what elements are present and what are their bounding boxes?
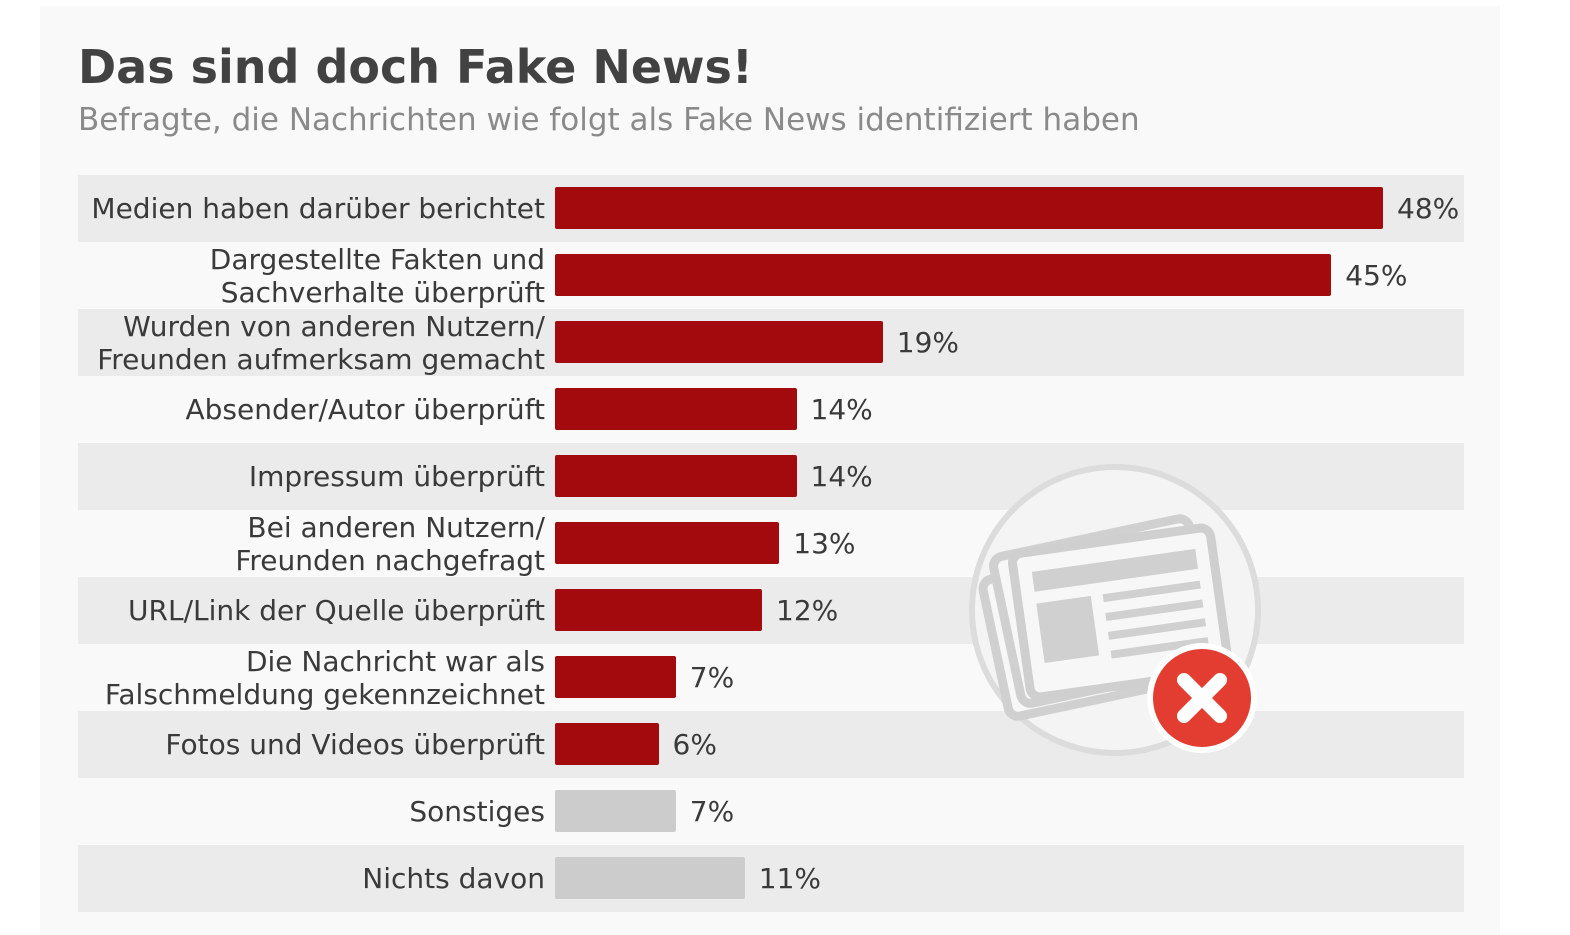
- value-label: 19%: [896, 326, 959, 359]
- bar: [555, 656, 676, 698]
- bar: [555, 589, 762, 631]
- category-label: Sonstiges: [409, 795, 545, 828]
- bar: [555, 455, 797, 497]
- bar: [555, 187, 1383, 229]
- category-label: Medien haben darüber berichtet: [91, 192, 545, 225]
- bar: [555, 790, 676, 832]
- chart-title: Das sind doch Fake News!: [78, 40, 753, 94]
- category-label: Die Nachricht war als Falschmeldung geke…: [104, 644, 545, 711]
- bar: [555, 254, 1332, 296]
- bar: [555, 388, 797, 430]
- value-label: 11%: [758, 862, 821, 895]
- category-label: Impressum überprüft: [248, 460, 545, 493]
- category-label: Fotos und Videos überprüft: [165, 728, 545, 761]
- value-label: 14%: [810, 393, 873, 426]
- value-label: 13%: [793, 527, 856, 560]
- bar: [555, 723, 659, 765]
- category-label: Bei anderen Nutzern/ Freunden nachgefrag…: [235, 510, 545, 577]
- category-label: Dargestellte Fakten und Sachverhalte übe…: [209, 242, 545, 309]
- value-label: 6%: [672, 728, 717, 761]
- fake-news-icon: [969, 464, 1261, 756]
- bar: [555, 321, 883, 363]
- value-label: 14%: [810, 460, 873, 493]
- row-band: [78, 845, 1464, 912]
- value-label: 45%: [1345, 259, 1408, 292]
- value-label: 12%: [776, 594, 839, 627]
- bar: [555, 522, 780, 564]
- value-label: 7%: [689, 795, 735, 828]
- value-label: 48%: [1397, 192, 1460, 225]
- category-label: Absender/Autor überprüft: [185, 393, 546, 426]
- bar: [555, 857, 745, 899]
- value-label: 7%: [689, 661, 735, 694]
- category-label: Wurden von anderen Nutzern/ Freunden auf…: [97, 309, 545, 376]
- category-label: Nichts davon: [362, 862, 545, 895]
- chart-subtitle: Befragte, die Nachrichten wie folgt als …: [78, 102, 1140, 138]
- category-label: URL/Link der Quelle überprüft: [128, 594, 545, 627]
